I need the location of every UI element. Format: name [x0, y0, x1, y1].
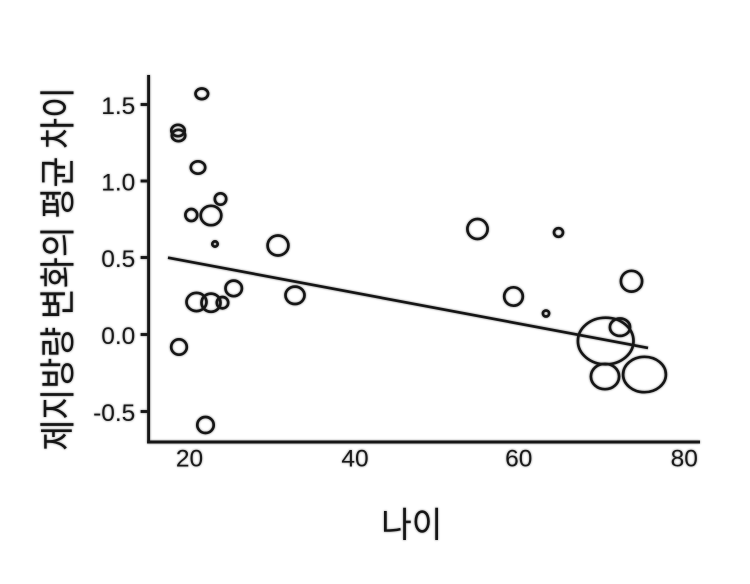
svg-text:0.5: 0.5 [101, 246, 135, 273]
svg-text:-0.5: -0.5 [93, 400, 135, 427]
svg-text:1.5: 1.5 [101, 93, 135, 120]
svg-text:20: 20 [176, 446, 203, 473]
svg-text:0.5: 0.5 [101, 246, 135, 273]
svg-text:0.0: 0.0 [101, 323, 135, 350]
svg-text:40: 40 [341, 446, 368, 473]
svg-text:-0.5: -0.5 [93, 400, 135, 427]
svg-text:1.5: 1.5 [101, 93, 135, 120]
svg-text:20: 20 [176, 446, 203, 473]
svg-text:1.0: 1.0 [101, 169, 135, 196]
svg-text:1.0: 1.0 [101, 169, 135, 196]
svg-text:80: 80 [671, 446, 698, 473]
svg-text:80: 80 [671, 446, 698, 473]
svg-text:60: 60 [505, 446, 532, 473]
svg-text:0.0: 0.0 [101, 323, 135, 350]
svg-text:60: 60 [505, 446, 532, 473]
svg-text:40: 40 [341, 446, 368, 473]
